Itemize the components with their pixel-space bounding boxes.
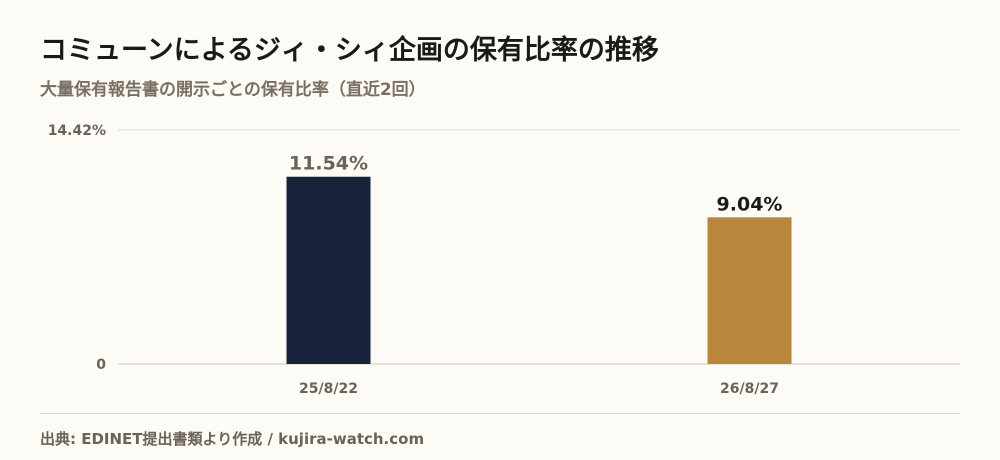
data-label: 9.04% bbox=[717, 193, 783, 215]
data-label: 11.54% bbox=[289, 153, 368, 175]
footer-divider bbox=[40, 413, 960, 414]
y-tick-label: 14.42% bbox=[48, 123, 106, 139]
x-tick-label: 25/8/22 bbox=[299, 381, 358, 397]
bar bbox=[286, 176, 371, 364]
bar bbox=[707, 217, 792, 364]
x-tick-label: 26/8/27 bbox=[720, 381, 779, 397]
y-tick-label: 0 bbox=[96, 357, 106, 373]
chart-subtitle: 大量保有報告書の開示ごとの保有比率（直近2回） bbox=[40, 80, 426, 100]
source-note: 出典: EDINET提出書類より作成 / kujira-watch.com bbox=[40, 430, 425, 448]
chart-title: コミューンによるジィ・シィ企画の保有比率の推移 bbox=[40, 35, 659, 66]
